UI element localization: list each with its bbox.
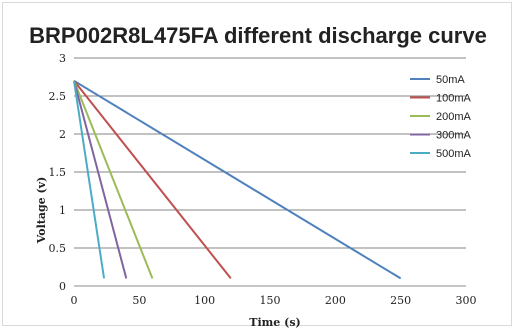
- series-line-300mA: [73, 80, 128, 279]
- y-tick-label: 3: [59, 52, 66, 65]
- y-tick-label: 2.5: [49, 90, 67, 103]
- x-tick-label: 0: [71, 294, 78, 307]
- x-tick-label: 50: [132, 294, 146, 307]
- x-tick-label: 250: [390, 294, 411, 307]
- chart-title: BRP002R8L475FA different discharge curve: [29, 23, 487, 48]
- grid-lines: [74, 57, 466, 287]
- legend-label-500mA: 500mA: [436, 148, 472, 160]
- chart-border: [2, 2, 512, 326]
- legend: 50mA 100mA 200mA 300mA 500mA: [410, 74, 472, 160]
- series-line-500mA: [73, 80, 106, 279]
- x-tick-label: 300: [456, 294, 477, 307]
- x-axis-ticks: 0 50 100 150 200 250 300: [71, 294, 477, 307]
- y-tick-label: 0: [59, 280, 66, 293]
- x-tick-label: 150: [260, 294, 281, 307]
- y-tick-label: 0.5: [49, 242, 67, 255]
- y-tick-label: 2: [59, 128, 66, 141]
- series-line-200mA: [73, 80, 154, 279]
- x-tick-label: 200: [325, 294, 346, 307]
- y-axis-label: Voltage (v): [35, 177, 48, 245]
- series-line-100mA: [73, 80, 232, 280]
- x-axis-label: Time (s): [249, 316, 300, 329]
- legend-label-300mA: 300mA: [436, 130, 472, 142]
- y-axis-ticks: 0 0.5 1 1.5 2 2.5 3: [49, 52, 67, 293]
- series-line-50mA: [73, 79, 402, 280]
- legend-label-100mA: 100mA: [436, 93, 472, 105]
- x-tick-label: 100: [194, 294, 215, 307]
- legend-label-200mA: 200mA: [436, 111, 472, 123]
- series-lines: [73, 79, 402, 280]
- legend-label-50mA: 50mA: [436, 74, 465, 86]
- y-tick-label: 1: [59, 204, 66, 217]
- y-tick-label: 1.5: [49, 166, 67, 179]
